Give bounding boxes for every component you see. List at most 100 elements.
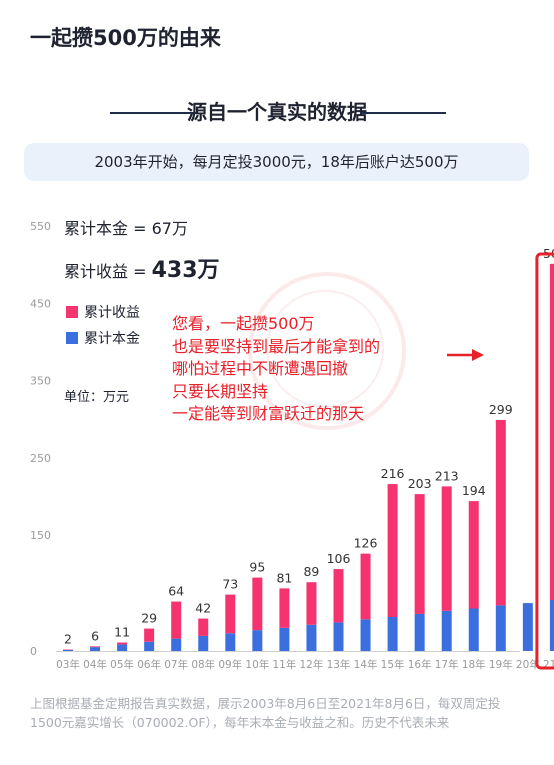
- bar-gain: [306, 582, 317, 625]
- bar-gain: [198, 618, 209, 636]
- data-label: 29: [141, 611, 157, 626]
- legend-label-principal: 累计本金: [84, 331, 140, 347]
- footnote: 上图根据基金定期报告真实数据，展示2003年8月6日至2021年8月6日，每双周…: [30, 696, 501, 730]
- summary-banner: 2003年开始，每月定投3000元，18年后账户达500万: [24, 143, 529, 181]
- data-label: 216: [381, 466, 405, 481]
- annotation-line: 一定能等到财富跃迁的那天: [172, 404, 365, 423]
- bar-principal: [333, 622, 344, 651]
- data-label: 2: [64, 631, 72, 646]
- bar-principal: [171, 638, 182, 651]
- page-title: 一起攒500万的由来: [30, 26, 221, 50]
- bar-gain: [171, 601, 182, 639]
- x-tick-label: 20年: [516, 658, 540, 671]
- stacked-bar-chart: 0 150 250 350 450 550 2 03年 6 04年 11 05年 29 06年 64 07年 4…: [30, 220, 554, 671]
- bar-principal: [198, 635, 209, 651]
- data-label: 73: [222, 577, 238, 592]
- x-tick-label: 03年: [56, 658, 80, 671]
- legend-label-gain: 累计收益: [84, 305, 140, 321]
- bar-principal: [468, 608, 479, 651]
- x-tick-label: 10年: [245, 658, 269, 671]
- data-label: 213: [435, 468, 459, 483]
- gain-stat-label: 累计收益 =: [64, 262, 152, 281]
- bar-principal: [306, 624, 317, 651]
- bar-principal: [144, 641, 155, 651]
- annotation-text: 您看，一起攒500万 也是要坚持到最后才能拿到的 哪怕过程中不断遭遇回撤 只要长…: [172, 313, 380, 426]
- x-tick-label: 05年: [110, 658, 134, 671]
- bar-gain: [441, 486, 452, 611]
- y-tick-label: 450: [30, 297, 51, 310]
- y-tick-label: 350: [30, 375, 51, 388]
- unit-label: 单位：万元: [64, 390, 130, 405]
- bar-principal: [441, 610, 452, 651]
- bar-gain: [360, 553, 371, 620]
- bar-principal: [549, 600, 554, 651]
- x-tick-label: 07年: [164, 658, 188, 671]
- x-tick-label: 17年: [435, 658, 459, 671]
- bar-principal: [225, 633, 236, 651]
- bar-gain: [549, 263, 554, 600]
- data-label: 6: [91, 628, 99, 643]
- bar-principal: [414, 613, 425, 651]
- bar-gain: [144, 628, 155, 642]
- bar-gain: [90, 646, 101, 648]
- data-label: 106: [327, 551, 351, 566]
- data-label: 11: [114, 625, 130, 640]
- bar-gain: [279, 588, 290, 628]
- annotation-line: 您看，一起攒500万: [172, 314, 315, 333]
- legend-item-principal: 累计本金: [66, 328, 140, 348]
- bar-principal: [63, 649, 73, 651]
- data-label: 89: [303, 564, 319, 579]
- bar-gain: [252, 577, 263, 631]
- y-tick-label: 0: [30, 645, 37, 658]
- x-tick-label: 09年: [218, 658, 242, 671]
- x-tick-label: 16年: [408, 658, 432, 671]
- principal-stat-label: 累计本金 =: [64, 219, 152, 238]
- bar-principal: [252, 630, 263, 651]
- legend-swatch-principal: [66, 332, 78, 344]
- bar-gain: [333, 569, 344, 623]
- legend-item-gain: 累计收益: [66, 302, 140, 322]
- data-label: 95: [249, 560, 265, 575]
- annotation-line: 哪怕过程中不断遭遇回撤: [172, 359, 349, 378]
- data-label: 203: [408, 476, 432, 491]
- gain-stat: 累计收益 = 433万: [64, 252, 220, 284]
- y-tick-label: 550: [30, 220, 51, 233]
- gain-stat-value: 433万: [151, 258, 220, 283]
- annotation-line: 只要长期坚持: [172, 381, 269, 401]
- x-tick-label: 18年: [462, 658, 486, 671]
- y-tick-label: 150: [30, 529, 51, 542]
- x-tick-label: 13年: [327, 658, 351, 671]
- data-label: 194: [462, 483, 486, 498]
- subtitle-right-rule: [360, 112, 446, 114]
- principal-stat: 累计本金 = 67万: [64, 215, 188, 239]
- pointer-arrow-head: [472, 349, 484, 361]
- bar-principal: [90, 647, 101, 651]
- data-label: 299: [489, 402, 513, 417]
- principal-stat-value: 67万: [151, 219, 188, 238]
- highlight-box: [535, 252, 554, 670]
- subtitle: 源自一个真实的数据: [187, 100, 367, 124]
- x-tick-label: 06年: [137, 658, 161, 671]
- data-label: 126: [354, 536, 378, 551]
- data-label: 42: [195, 601, 211, 616]
- bar-principal: [495, 605, 506, 651]
- bar-gain: [387, 484, 398, 617]
- bar-principal: [387, 617, 398, 651]
- legend-swatch-gain: [66, 306, 78, 318]
- annotation-line: 也是要坚持到最后才能拿到的: [172, 336, 381, 356]
- data-label: 64: [168, 584, 184, 599]
- x-tick-label: 12年: [300, 658, 324, 671]
- x-tick-label: 11年: [272, 658, 296, 671]
- x-tick-label: 21年: [543, 658, 554, 671]
- bar-gain: [495, 419, 506, 606]
- bar-principal: [360, 619, 371, 651]
- bar-gain: [225, 594, 236, 634]
- x-tick-label: 08年: [191, 658, 215, 671]
- watermark-stamp: [248, 272, 406, 430]
- bar-gain: [117, 642, 128, 645]
- bar-gain: [414, 494, 425, 614]
- bar-principal: [117, 644, 128, 651]
- subtitle-left-rule: [110, 112, 196, 114]
- data-label: 81: [276, 570, 292, 585]
- y-tick-label: 250: [30, 452, 51, 465]
